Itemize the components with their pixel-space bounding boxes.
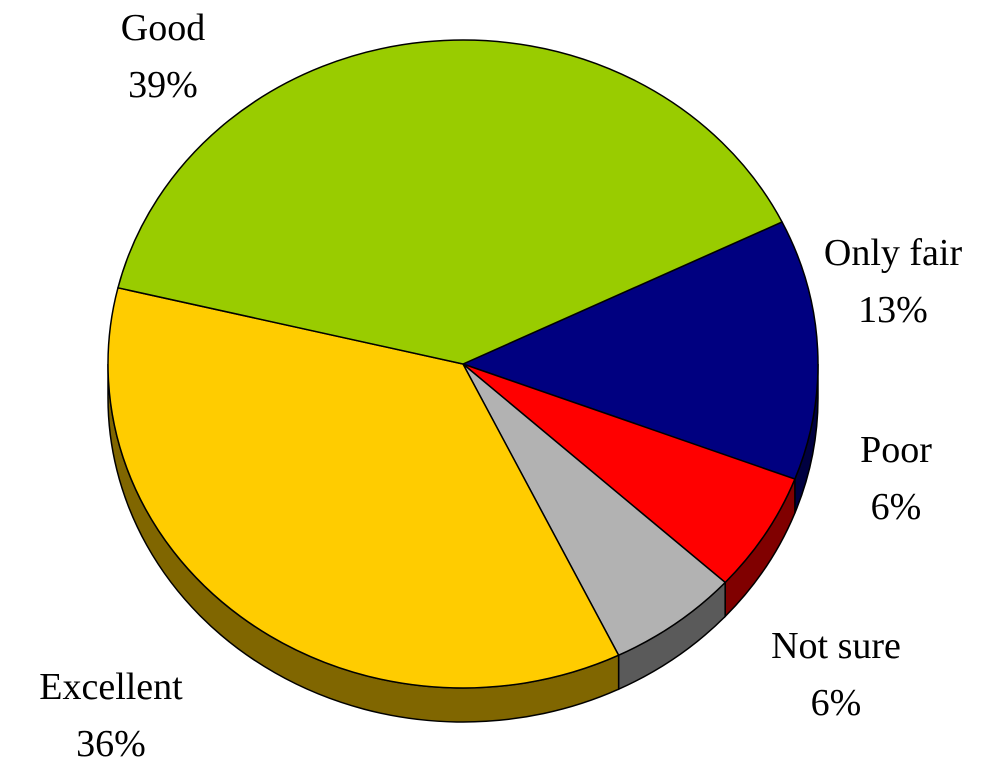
pie-slice-only-fair (462, 221, 819, 480)
slice-label-not-sure: Not sure (771, 625, 901, 667)
pie-slice-not-sure (462, 363, 726, 656)
slice-label-poor: Poor (860, 429, 932, 471)
slice-value-poor: 6% (871, 486, 922, 528)
slice-value-not-sure: 6% (811, 682, 862, 724)
pie-label-layer: Only fair 13% Poor 6% Not sure 6% Excellent 36%… (39, 7, 963, 765)
slice-label-excellent: Excellent (39, 666, 183, 708)
slice-label-only-fair: Only fair (824, 232, 963, 274)
pie-slice-good (117, 39, 783, 365)
pie-slice-poor (462, 363, 796, 584)
slice-value-excellent: 36% (76, 723, 146, 760)
pie-slice-layer (107, 39, 819, 689)
slice-value-only-fair: 13% (858, 289, 928, 331)
slice-value-good: 39% (128, 64, 198, 106)
pie-slice-excellent (107, 287, 620, 689)
slice-label-good: Good (121, 7, 205, 49)
